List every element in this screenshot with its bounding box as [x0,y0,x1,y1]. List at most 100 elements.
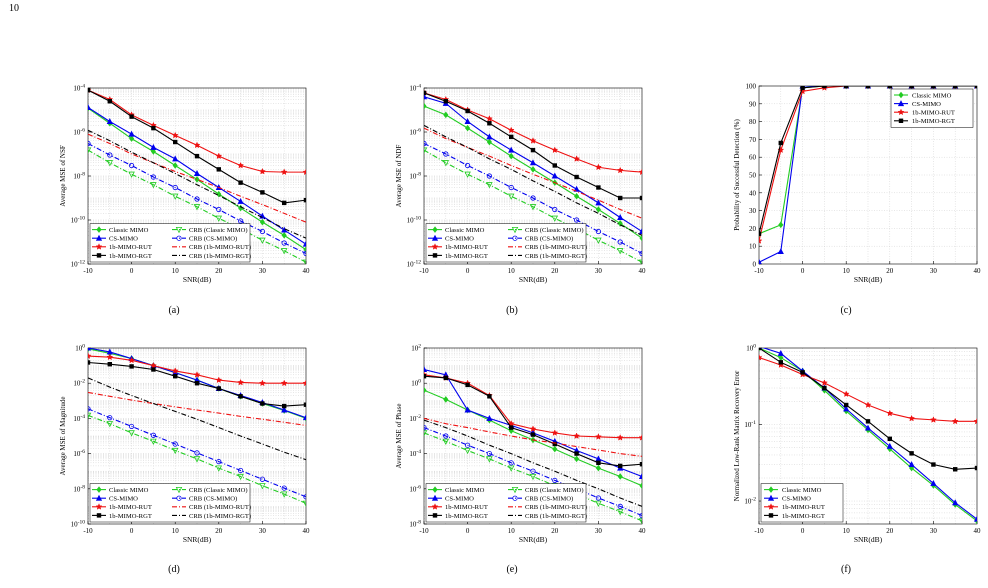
data-point [302,414,306,421]
legend-label: 1b-MIMO-RGT [109,253,152,260]
data-point [443,111,449,119]
legend-label: Classic MIMO [445,227,485,234]
series-line [759,86,977,241]
data-point [107,99,113,104]
data-point [216,206,222,213]
x-tick-label: 0 [466,267,470,275]
data-point [464,162,471,169]
data-point [638,168,642,176]
data-point [529,473,537,481]
series-line [424,417,642,457]
legend-label: CRB (1b-MIMO-RUT) [189,244,251,251]
data-point [820,379,828,386]
data-point [464,442,471,448]
series-line [759,86,977,263]
legend-label: CS-MIMO [109,496,138,503]
legend-label: 1b-MIMO-RGT [109,513,152,520]
x-tick-label: 10 [843,527,851,535]
x-tick-label: 40 [303,267,311,275]
data-point [843,86,849,89]
data-point [173,373,178,379]
data-point [424,90,427,96]
data-point [194,176,200,183]
y-ticks: 10-12 10-10 10-8 10-6 10-4 [407,84,427,269]
x-tick-label: 0 [801,267,805,275]
y-tick-label: 10-1 [744,420,756,429]
data-point [507,465,515,472]
legend-marker [95,243,103,250]
legend-label: Classic MIMO [912,92,952,99]
data-point [778,140,784,146]
legend-label: 1b-MIMO-RGT [445,513,488,520]
data-point [800,86,805,90]
legend-label: CRB (1b-MIMO-RGT) [525,513,587,520]
y-tick-label: 10-8 [73,484,85,493]
data-point [171,131,179,139]
data-point [424,425,427,431]
y-tick-label: 10-2 [73,379,85,388]
data-point [638,473,642,479]
legend-marker [767,503,775,510]
data-point [465,124,471,132]
y-tick-label: 10-8 [409,172,421,181]
y-tick-label: 10-6 [73,128,85,137]
legend-label: CRB (CS-MIMO) [525,496,573,503]
data-point [530,166,536,173]
data-point [778,360,784,365]
data-point [800,370,805,375]
legend-label: Classic MIMO [445,487,485,494]
data-point [172,184,178,191]
data-point [259,218,265,226]
data-point [281,240,287,246]
data-point [529,425,537,432]
data-point [424,102,427,110]
data-point [442,160,450,167]
data-point [759,348,762,351]
data-point [639,513,642,519]
chart-c: -10 0 10 20 30 400102030405060708090100SNR(dB… [733,83,981,317]
x-tick-label: 30 [259,267,267,275]
legend-label: 1b-MIMO-RGT [912,118,955,125]
data-point [508,460,514,466]
series-line [424,124,642,236]
data-point [193,371,201,378]
x-tick-label: -10 [419,267,429,275]
data-point [596,460,601,466]
y-axis-label: Average MSE of NDF [395,145,403,208]
y-tick-label: 100 [746,344,756,353]
data-point [507,126,515,134]
data-point [302,259,306,264]
x-tick-label: 0 [130,267,134,275]
data-point [194,153,200,159]
series-line [424,149,642,263]
legend-marker [175,226,183,234]
data-point [128,130,135,137]
legend-marker [96,226,102,233]
data-point [193,170,201,176]
y-tick-label: 0 [753,261,757,269]
series-line [424,432,642,522]
data-point [595,464,601,472]
data-point [150,148,156,155]
legend-label: CS-MIMO [445,496,474,503]
legend-label: 1b-MIMO-RUT [912,110,955,117]
x-tick-label: -10 [83,267,93,275]
x-tick-label: -10 [419,527,429,535]
legend-label: CRB (Classic MIMO) [189,487,248,494]
legend-label: CRB (1b-MIMO-RUT) [525,504,587,511]
data-point [552,206,558,213]
data-point [216,459,222,465]
data-point [551,146,559,154]
data-point [424,140,427,147]
subfigure-caption: (c) [840,305,851,316]
data-point [443,433,449,439]
data-point [171,447,179,455]
data-point [107,152,113,158]
data-point [639,195,642,201]
subfigure-caption: (f) [841,564,851,575]
data-point [88,104,92,110]
legend-marker [767,494,775,501]
legend-marker [176,235,182,241]
y-tick-label: 10-6 [409,484,421,493]
